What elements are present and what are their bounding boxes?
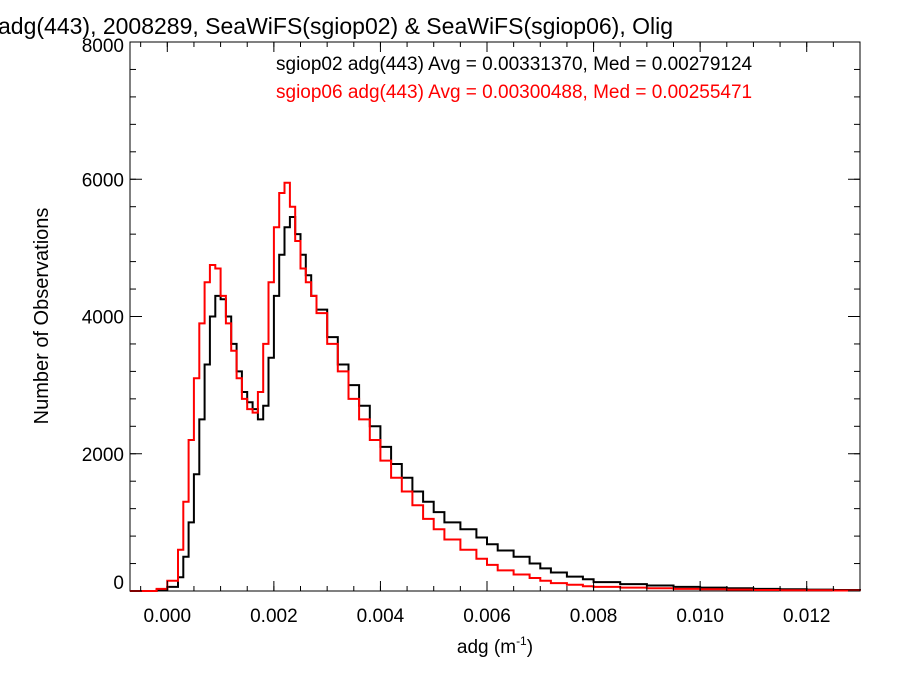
legend-entry-sgiop06: sgiop06 adg(443) Avg = 0.00300488, Med =… [276, 82, 752, 103]
x-tick-label: 0.006 [463, 606, 511, 627]
plot-frame [129, 41, 861, 592]
plot-area: 0.000 0.002 0.004 0.006 0.008 0.010 0.012 0 2000… [82, 36, 861, 627]
legend-entry-sgiop02: sgiop02 adg(443) Avg = 0.00331370, Med =… [276, 54, 753, 75]
x-tick-label: 0.010 [676, 606, 724, 627]
series-layer [130, 181, 861, 592]
y-tick-label: 4000 [82, 308, 124, 329]
y-tick-label: 8000 [82, 36, 124, 57]
legend: sgiop02 adg(443) Avg = 0.00331370, Med =… [276, 54, 753, 103]
x-tick-label: 0.008 [570, 606, 618, 627]
series-sgiop06-line [130, 181, 861, 592]
y-axis-label: Number of Observations [31, 208, 53, 425]
x-tick-label: 0.012 [783, 606, 831, 627]
x-tick-label: 0.004 [357, 606, 405, 627]
x-axis-label-text: adg (m [457, 637, 516, 658]
x-tick-label: 0.002 [250, 606, 298, 627]
chart-title: adg(443), 2008289, SeaWiFS(sgiop02) & Se… [0, 13, 673, 39]
tick-layer: 0.000 0.002 0.004 0.006 0.008 0.010 0.012 0 2000… [82, 36, 861, 627]
x-axis-label-close: ) [527, 637, 533, 658]
y-tick-label: 6000 [82, 170, 124, 191]
series-sgiop02-line [130, 216, 861, 592]
y-tick-label: 0 [113, 573, 124, 594]
x-axis-label: adg (m-1) [457, 634, 533, 658]
x-axis-label-unit-exponent: -1 [516, 634, 527, 648]
x-tick-label: 0.000 [144, 606, 192, 627]
y-tick-label: 2000 [82, 445, 124, 466]
